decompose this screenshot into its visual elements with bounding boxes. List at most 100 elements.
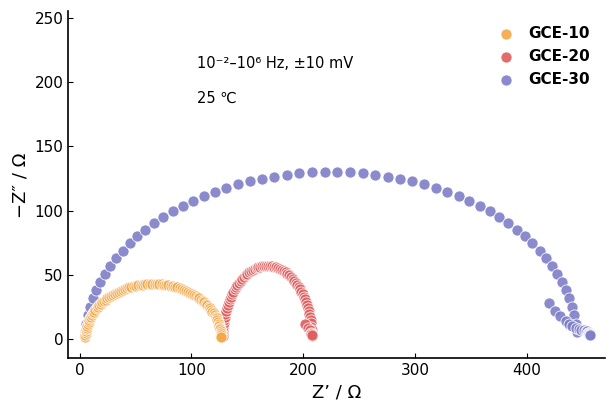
GCE-20: [218, 330, 228, 336]
GCE-20: [224, 299, 233, 306]
GCE-10: [91, 307, 100, 313]
GCE-30: [158, 214, 168, 221]
GCE-30: [168, 208, 177, 215]
GCE-10: [170, 283, 180, 290]
GCE-10: [87, 312, 97, 318]
GCE-20: [218, 326, 228, 333]
GCE-10: [200, 299, 209, 306]
GCE-10: [179, 287, 189, 293]
GCE-30: [111, 255, 121, 261]
GCE-30: [431, 185, 441, 191]
GCE-10: [93, 304, 103, 310]
GCE-10: [96, 301, 106, 307]
GCE-30: [83, 312, 92, 318]
GCE-10: [214, 320, 224, 327]
GCE-10: [214, 323, 224, 329]
GCE-30: [383, 173, 393, 180]
GCE-20: [219, 323, 229, 330]
GCE-30: [561, 318, 570, 325]
GCE-30: [569, 312, 579, 318]
GCE-30: [453, 193, 463, 199]
GCE-10: [216, 330, 226, 337]
GCE-30: [395, 176, 405, 182]
GCE-10: [122, 285, 132, 292]
GCE-20: [222, 305, 232, 311]
GCE-10: [89, 309, 99, 315]
GCE-10: [147, 280, 157, 287]
GCE-10: [216, 328, 225, 335]
GCE-30: [555, 313, 565, 319]
GCE-30: [132, 233, 142, 240]
GCE-20: [235, 277, 245, 284]
GCE-10: [80, 334, 90, 340]
GCE-20: [301, 299, 311, 306]
GCE-20: [277, 266, 287, 273]
GCE-20: [271, 264, 281, 271]
GCE-10: [83, 320, 93, 327]
GCE-20: [221, 311, 230, 317]
GCE-30: [188, 197, 198, 204]
Text: 25 ℃: 25 ℃: [197, 91, 237, 106]
GCE-30: [574, 325, 584, 332]
GCE-30: [567, 304, 577, 310]
GCE-10: [212, 315, 222, 322]
GCE-10: [213, 317, 222, 323]
GCE-30: [269, 173, 279, 180]
GCE-30: [81, 329, 91, 336]
GCE-20: [290, 277, 299, 284]
GCE-30: [527, 240, 537, 247]
GCE-30: [358, 170, 368, 177]
GCE-10: [205, 305, 215, 312]
GCE-10: [202, 302, 212, 309]
GCE-10: [206, 307, 216, 313]
GCE-30: [91, 287, 101, 293]
GCE-30: [294, 170, 304, 177]
GCE-30: [561, 287, 571, 293]
GCE-20: [281, 269, 291, 275]
GCE-10: [183, 288, 193, 295]
GCE-10: [131, 282, 141, 289]
GCE-30: [583, 330, 593, 336]
GCE-10: [81, 328, 91, 335]
GCE-10: [185, 289, 195, 296]
GCE-20: [237, 275, 247, 282]
GCE-10: [81, 332, 91, 338]
GCE-20: [261, 263, 271, 269]
GCE-10: [118, 287, 128, 293]
GCE-30: [503, 220, 513, 226]
GCE-30: [544, 300, 554, 306]
GCE-30: [520, 233, 530, 240]
GCE-30: [81, 320, 91, 327]
GCE-20: [244, 269, 254, 275]
GCE-10: [195, 295, 205, 301]
GCE-10: [83, 323, 92, 329]
GCE-10: [97, 299, 107, 306]
X-axis label: Z’ / Ω: Z’ / Ω: [312, 384, 361, 402]
GCE-10: [92, 305, 102, 312]
GCE-20: [256, 263, 265, 270]
GCE-20: [264, 263, 274, 269]
GCE-10: [133, 282, 143, 289]
GCE-30: [557, 278, 567, 285]
GCE-10: [111, 289, 121, 296]
GCE-10: [88, 310, 98, 317]
GCE-20: [306, 320, 316, 327]
GCE-10: [213, 319, 223, 325]
GCE-30: [553, 270, 562, 277]
GCE-20: [307, 333, 317, 339]
GCE-10: [140, 281, 150, 287]
GCE-10: [94, 302, 104, 309]
GCE-10: [101, 297, 111, 303]
GCE-10: [84, 319, 94, 325]
GCE-30: [464, 197, 474, 204]
GCE-20: [220, 314, 230, 320]
GCE-30: [541, 255, 551, 261]
GCE-10: [114, 288, 124, 295]
GCE-10: [129, 283, 139, 290]
GCE-30: [105, 262, 115, 269]
GCE-20: [304, 311, 314, 317]
GCE-10: [209, 310, 219, 317]
GCE-10: [172, 284, 182, 291]
GCE-20: [305, 327, 315, 333]
GCE-10: [217, 334, 227, 340]
